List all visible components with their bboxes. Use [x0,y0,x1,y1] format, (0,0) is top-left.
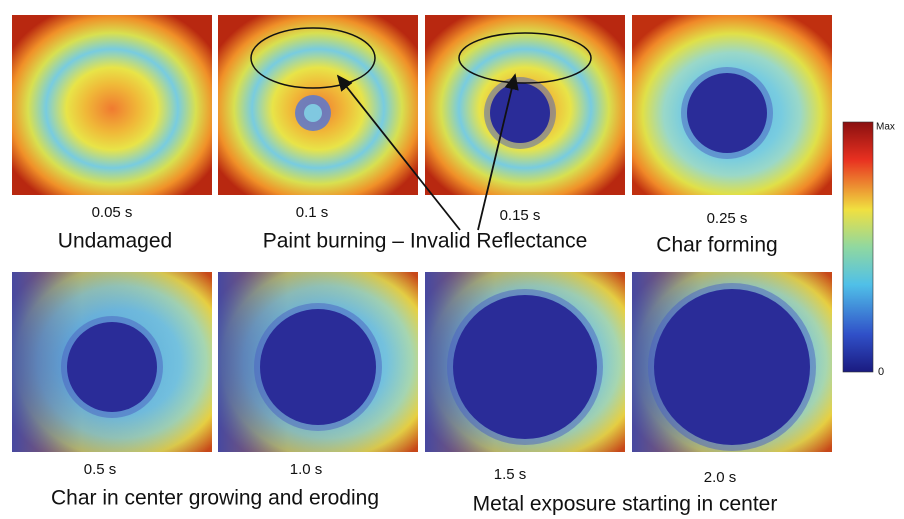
time-label: 0.15 s [500,207,541,224]
char-region [304,104,322,122]
char-region [490,83,550,143]
caption: Metal exposure starting in center [473,493,778,516]
colorbar [843,122,873,372]
caption: Char forming [656,234,777,257]
char-region [260,309,376,425]
figure: 0.05 s 0.1 s 0.15 s 0.25 s 0.5 s 1.0 s 1.5 s 2.… [0,0,904,519]
time-label: 2.0 s [704,469,737,486]
time-label: 1.0 s [290,461,323,478]
colorbar-max: Max [876,122,895,133]
time-label: 0.5 s [84,461,117,478]
time-label: 0.25 s [707,210,748,227]
colorbar-min: 0 [878,366,884,378]
char-region [687,73,767,153]
caption: Undamaged [58,230,172,253]
heatmap [12,15,212,195]
char-region [67,322,157,412]
caption: Char in center growing and eroding [51,487,379,510]
char-region [654,289,810,445]
time-label: 1.5 s [494,466,527,483]
char-region [453,295,597,439]
time-label: 0.1 s [296,204,329,221]
caption: Paint burning – Invalid Reflectance [263,230,588,253]
time-label: 0.05 s [92,204,133,221]
